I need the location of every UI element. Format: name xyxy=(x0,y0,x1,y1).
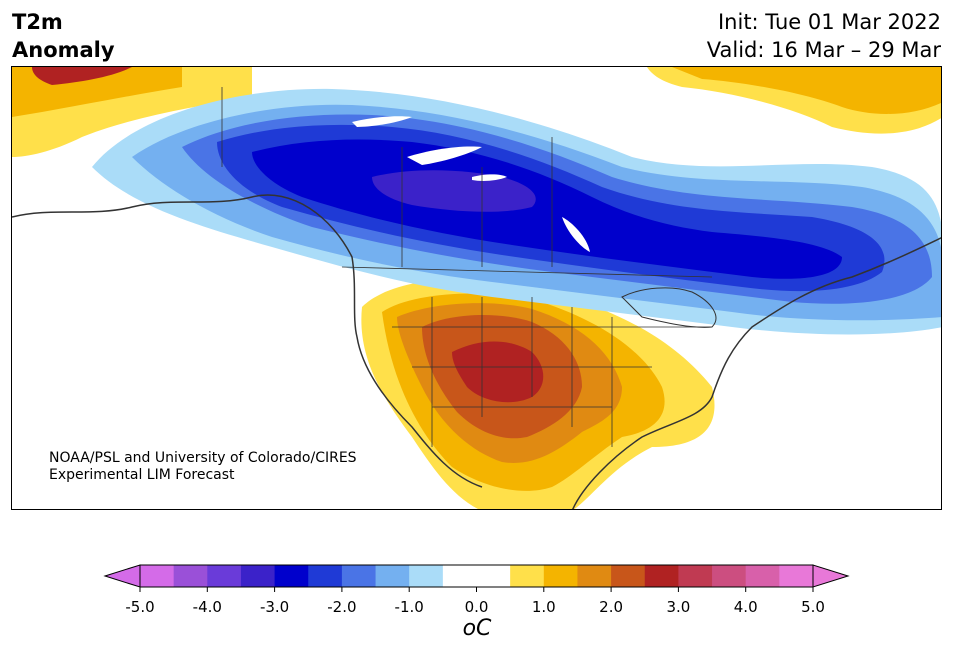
colorbar-cell xyxy=(207,565,242,587)
colorbar-cell xyxy=(644,565,679,587)
colorbar-tick-label: 1.0 xyxy=(531,598,556,616)
credit-line-2: Experimental LIM Forecast xyxy=(49,467,235,483)
lake-1 xyxy=(407,146,482,165)
colorbar-tick-label: -3.0 xyxy=(259,598,290,616)
colorbar-cell xyxy=(375,565,410,587)
warm-region-5 xyxy=(452,341,544,403)
forecast-dates: Init: Tue 01 Mar 2022 Valid: 16 Mar – 29… xyxy=(707,8,941,64)
colorbar-tick-label: 0.0 xyxy=(464,598,489,616)
colorbar-cell xyxy=(308,565,343,587)
colorbar-cell xyxy=(476,565,511,587)
colorbar-cell xyxy=(409,565,444,587)
cold-region-6 xyxy=(372,170,536,212)
colorbar-cell xyxy=(678,565,713,587)
colorbar-tick-label: -5.0 xyxy=(125,598,155,616)
colorbar-tick-label: 4.0 xyxy=(733,598,758,616)
title-line-2: Anomaly xyxy=(12,38,115,62)
anomaly-map xyxy=(11,66,942,510)
colorbar-ticks xyxy=(139,587,814,592)
coastline xyxy=(12,194,941,509)
colorbar-cell xyxy=(712,565,747,587)
credit-text: NOAA/PSL and University of Colorado/CIRE… xyxy=(49,450,357,484)
colorbar-outline xyxy=(139,564,814,588)
colorbar-cell xyxy=(274,565,309,587)
colorbar-cell xyxy=(779,565,814,587)
colorbar-cell xyxy=(341,565,377,587)
title-line-1: T2m xyxy=(12,10,63,34)
colorbar-tick-label: -1.0 xyxy=(394,598,424,616)
init-date: Init: Tue 01 Mar 2022 xyxy=(717,10,941,34)
warm-region-7 xyxy=(672,67,941,114)
colorbar-tick-label: -2.0 xyxy=(327,598,357,616)
lake-3 xyxy=(562,217,590,252)
colorbar-cell xyxy=(173,565,208,587)
valid-range: Valid: 16 Mar – 29 Mar xyxy=(706,38,941,62)
state-borders xyxy=(221,87,713,447)
colorbar-cell xyxy=(442,565,477,587)
greatlakes-outline xyxy=(621,287,717,328)
colorbar-tick-label: 3.0 xyxy=(666,598,691,616)
colorbar-cell xyxy=(510,565,545,587)
colorbar-tick-label: 2.0 xyxy=(599,598,624,616)
colorbar-unit: oC xyxy=(463,616,492,641)
unit-label: oC xyxy=(462,616,492,641)
colorbar-over-arrow xyxy=(812,564,850,588)
colorbar-cell xyxy=(611,565,646,587)
colorbar-tick-label: 5.0 xyxy=(801,598,825,616)
colorbar-cell xyxy=(140,565,175,587)
map-canvas xyxy=(12,67,941,509)
warm-region-10 xyxy=(32,67,132,85)
lake-2 xyxy=(472,174,507,181)
colorbar-cell xyxy=(543,565,578,587)
colorbar-cell xyxy=(240,565,276,587)
colorbar-cell xyxy=(745,565,780,587)
map-title: T2m Anomaly xyxy=(12,8,115,64)
colorbar-under-arrow xyxy=(103,564,141,588)
credit-line-1: NOAA/PSL and University of Colorado/CIRE… xyxy=(49,450,357,466)
lake-4 xyxy=(352,116,412,127)
colorbar-tick-label: -4.0 xyxy=(192,598,222,616)
colorbar-cells xyxy=(140,565,814,587)
colorbar-cell xyxy=(577,565,612,587)
